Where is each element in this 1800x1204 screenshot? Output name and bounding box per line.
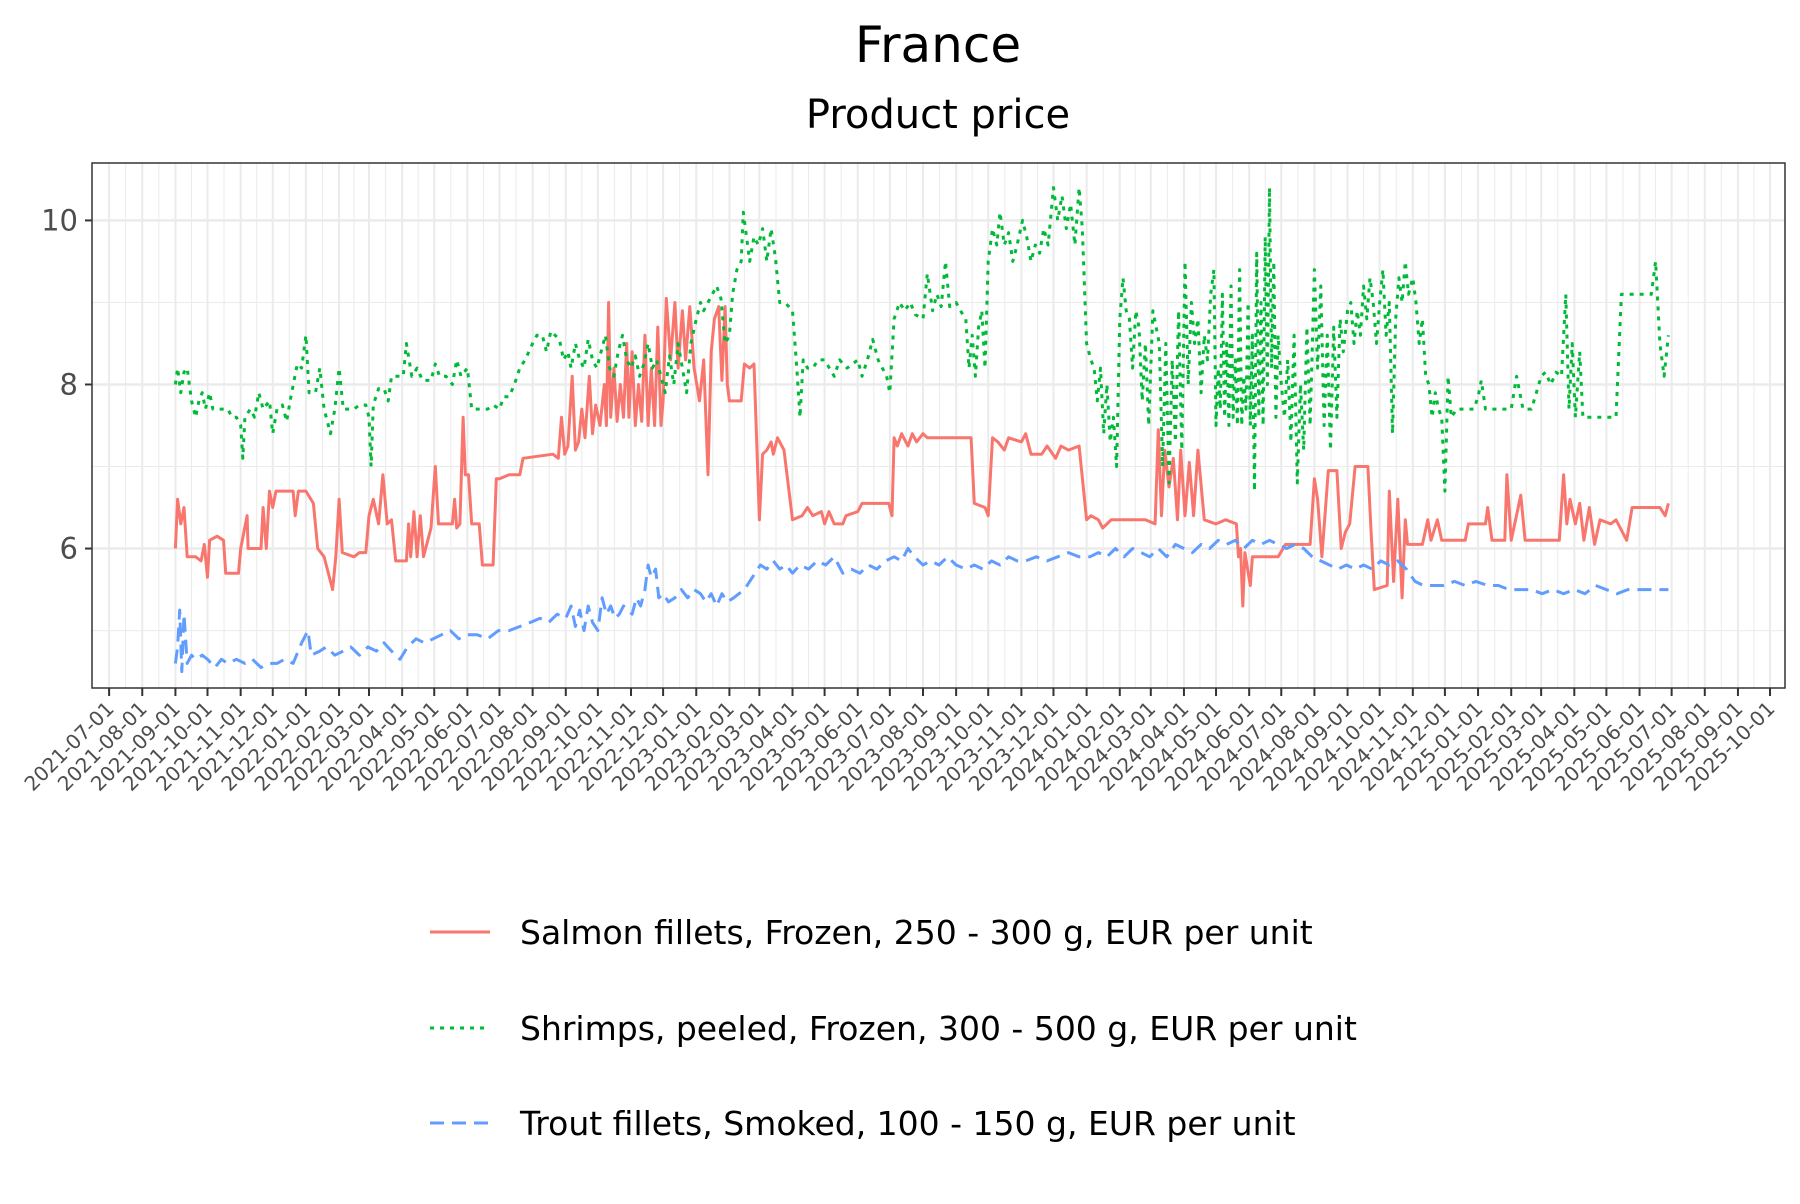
y-tick-label: 6 bbox=[60, 532, 78, 566]
plot-panel-border bbox=[91, 162, 1786, 689]
chart-subtitle: Product price bbox=[806, 92, 1070, 138]
plot-background bbox=[92, 163, 1785, 688]
legend: Salmon fillets, Frozen, 250 - 300 g, EUR… bbox=[430, 913, 1357, 1143]
y-axis: 6 8 10 bbox=[41, 203, 92, 566]
y-tick-label: 8 bbox=[60, 367, 78, 401]
grid-lines bbox=[92, 163, 1785, 688]
legend-label-3: Trout fillets, Smoked, 100 - 150 g, EUR … bbox=[519, 1104, 1296, 1143]
series-line-3 bbox=[173, 538, 1669, 674]
series-line-1 bbox=[173, 296, 1670, 608]
legend-label-1: Salmon fillets, Frozen, 250 - 300 g, EUR… bbox=[520, 913, 1313, 952]
legend-label-2: Shrimps, peeled, Frozen, 300 - 500 g, EU… bbox=[520, 1009, 1357, 1048]
series-lines bbox=[173, 186, 1670, 674]
x-axis: 2021-07-012021-08-012021-09-012021-10-01… bbox=[19, 688, 1780, 796]
series-line-2 bbox=[173, 186, 1670, 493]
chart-title: France bbox=[855, 16, 1021, 74]
y-tick-label: 10 bbox=[41, 203, 78, 237]
